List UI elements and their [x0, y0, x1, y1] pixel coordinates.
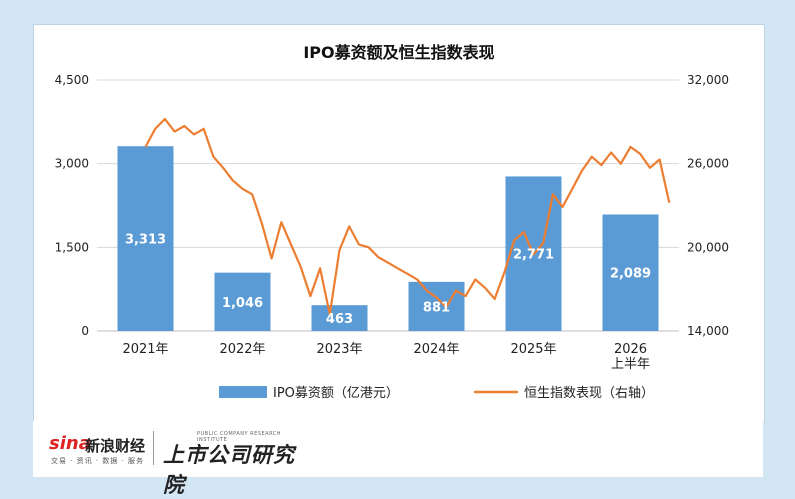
y-right-tick-label: 20,000: [687, 240, 729, 254]
y-left-tick-label: 0: [81, 324, 89, 338]
bar-value-label: 2,089: [610, 267, 651, 282]
bar-value-label: 2,771: [513, 248, 554, 263]
footer-watermark: sina 新浪财经 交易 · 资讯 · 数据 · 服务 PUBLIC COMPA…: [33, 421, 763, 497]
chart-panel: IPO募资额及恒生指数表现 0 1,500 3,000 4,500 14,000 20,0…: [33, 24, 765, 423]
x-tick-label: 2023年: [316, 342, 362, 357]
sina-wordmark: sina: [49, 433, 91, 454]
y-right-tick-label: 26,000: [687, 157, 729, 171]
x-tick-label: 上半年: [611, 357, 650, 372]
x-tick-label: 2025年: [510, 342, 556, 357]
chart-title: IPO募资额及恒生指数表现: [303, 43, 495, 62]
ipo-hsi-chart: 0 1,500 3,000 4,500 14,000 20,000 26,000 32,000…: [55, 73, 729, 401]
bar-value-label: 881: [423, 300, 450, 315]
x-tick-label: 2021年: [122, 342, 168, 357]
ipo-bar: [214, 272, 271, 331]
sina-finance-logo: sina 新浪财经 交易 · 资讯 · 数据 · 服务: [43, 429, 153, 469]
y-left-tick-label: 3,000: [55, 157, 89, 171]
ipo-bar: [311, 305, 368, 331]
x-tick-label: 2022年: [219, 342, 265, 357]
hsi-line: [144, 117, 671, 316]
x-tick-label: 2024年: [413, 342, 459, 357]
y-right-tick-label: 32,000: [687, 73, 729, 87]
bar-value-label: 1,046: [222, 296, 263, 311]
y-left-tick-label: 4,500: [55, 73, 89, 87]
research-institute-english: PUBLIC COMPANY RESEARCH INSTITUTE: [197, 431, 282, 443]
legend-label-ipo: IPO募资额（亿港元）: [273, 386, 399, 401]
y-left-tick-label: 1,500: [55, 240, 89, 254]
research-institute-name: 上市公司研究院: [163, 443, 295, 497]
bar-value-label: 3,313: [125, 233, 166, 248]
legend-label-hsi: 恒生指数表现（右轴）: [524, 386, 654, 401]
sina-tagline: 交易 · 资讯 · 数据 · 服务: [51, 457, 145, 465]
logo-divider: [153, 431, 154, 465]
research-institute-logo: PUBLIC COMPANY RESEARCH INSTITUTE 上市公司研究…: [163, 429, 313, 497]
ipo-bar: [117, 146, 174, 331]
bar-value-label: 463: [326, 312, 353, 327]
x-tick-label: 2026: [614, 342, 647, 357]
legend-swatch-ipo: [219, 386, 267, 398]
y-right-tick-label: 14,000: [687, 324, 729, 338]
ipo-bar: [602, 214, 659, 331]
sina-brand-name: 新浪财经: [85, 437, 146, 455]
